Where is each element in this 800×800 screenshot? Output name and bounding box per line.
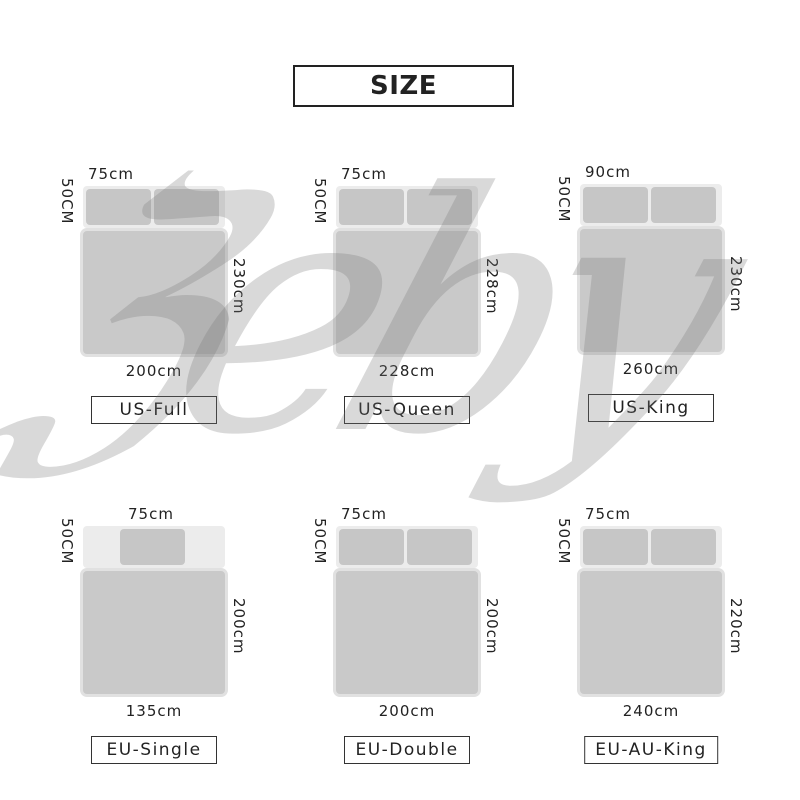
pillow xyxy=(407,189,472,225)
duvet xyxy=(333,228,481,357)
duvet xyxy=(577,568,725,697)
size-option-button[interactable]: EU-AU-King xyxy=(584,736,718,764)
pillow xyxy=(339,189,404,225)
size-option-button[interactable]: EU-Single xyxy=(91,736,217,764)
size-option-button[interactable]: US-Queen xyxy=(344,396,470,424)
pillow-area xyxy=(580,526,722,568)
pillow xyxy=(651,187,716,223)
pillow-width-label: 75cm xyxy=(585,505,631,523)
size-card: 75cm 50CM 228cm 228cm US-Queen xyxy=(311,165,501,431)
width-label: 200cm xyxy=(125,362,183,380)
size-title: SIZE xyxy=(293,65,514,107)
pillow-area xyxy=(83,186,225,228)
pillow-height-label: 50CM xyxy=(58,518,76,565)
size-option-button[interactable]: EU-Double xyxy=(344,736,470,764)
size-card: 75cm 50CM 230cm 200cm US-Full xyxy=(58,165,248,431)
size-card: 75cm 50CM 220cm 240cm EU-AU-King xyxy=(555,505,745,771)
length-label: 230cm xyxy=(230,258,248,315)
pillow-area xyxy=(83,526,225,568)
duvet xyxy=(333,568,481,697)
duvet xyxy=(577,226,725,355)
duvet xyxy=(80,228,228,357)
pillow xyxy=(339,529,404,565)
pillow-height-label: 50CM xyxy=(311,178,329,225)
length-label: 200cm xyxy=(230,598,248,655)
length-label: 200cm xyxy=(483,598,501,655)
pillow-height-label: 50CM xyxy=(555,518,573,565)
width-label: 200cm xyxy=(378,702,436,720)
pillow-width-label: 75cm xyxy=(128,505,174,523)
pillow-width-label: 90cm xyxy=(585,163,631,181)
duvet xyxy=(80,568,228,697)
width-label: 228cm xyxy=(378,362,436,380)
pillow xyxy=(583,529,648,565)
width-label: 240cm xyxy=(622,702,680,720)
pillow-height-label: 50CM xyxy=(555,176,573,223)
length-label: 228cm xyxy=(483,258,501,315)
pillow-area xyxy=(336,526,478,568)
pillow-width-label: 75cm xyxy=(341,165,387,183)
pillow xyxy=(651,529,716,565)
size-option-button[interactable]: US-King xyxy=(588,394,714,422)
pillow-width-label: 75cm xyxy=(88,165,134,183)
width-label: 135cm xyxy=(125,702,183,720)
size-card: 75cm 50CM 200cm 135cm EU-Single xyxy=(58,505,248,771)
pillow xyxy=(583,187,648,223)
pillow-height-label: 50CM xyxy=(58,178,76,225)
pillow xyxy=(120,529,185,565)
pillow-width-label: 75cm xyxy=(341,505,387,523)
size-option-button[interactable]: US-Full xyxy=(91,396,217,424)
pillow-height-label: 50CM xyxy=(311,518,329,565)
size-card: 90cm 50CM 230cm 260cm US-King xyxy=(555,163,745,429)
size-card: 75cm 50CM 200cm 200cm EU-Double xyxy=(311,505,501,771)
pillow xyxy=(407,529,472,565)
pillow xyxy=(86,189,151,225)
pillow xyxy=(154,189,219,225)
pillow-area xyxy=(580,184,722,226)
width-label: 260cm xyxy=(622,360,680,378)
length-label: 230cm xyxy=(727,256,745,313)
pillow-area xyxy=(336,186,478,228)
length-label: 220cm xyxy=(727,598,745,655)
